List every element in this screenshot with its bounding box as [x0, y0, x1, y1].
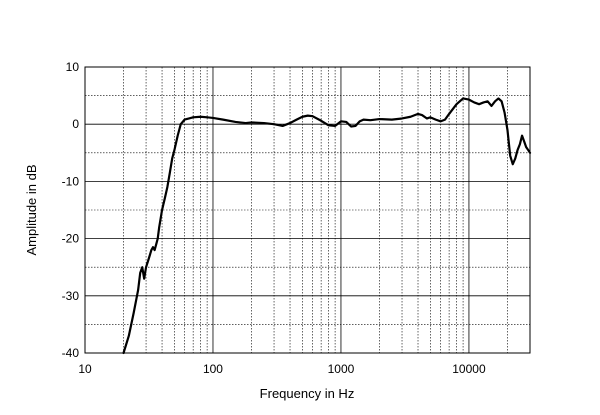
y-tick-label: -10 — [62, 174, 80, 188]
x-tick-label: 100 — [203, 362, 223, 376]
y-tick-labels: 10 0 -10 -20 -30 -40 — [62, 60, 80, 360]
grid-minor-lines — [85, 67, 530, 353]
x-tick-label: 1000 — [328, 362, 355, 376]
y-tick-label: -20 — [62, 232, 80, 246]
x-axis-label: Frequency in Hz — [260, 386, 355, 401]
plot-frame — [84, 66, 531, 354]
y-tick-label: -40 — [62, 346, 80, 360]
y-tick-label: 10 — [66, 60, 80, 74]
response-curve — [122, 97, 532, 355]
x-tick-labels: 10 100 1000 10000 — [78, 362, 486, 376]
grid-major-lines — [85, 67, 530, 353]
x-tick-label: 10000 — [452, 362, 486, 376]
y-tick-label: -30 — [62, 289, 80, 303]
x-tick-label: 10 — [78, 362, 92, 376]
y-tick-label: 0 — [72, 117, 79, 131]
y-axis-label: Amplitude in dB — [24, 164, 39, 255]
